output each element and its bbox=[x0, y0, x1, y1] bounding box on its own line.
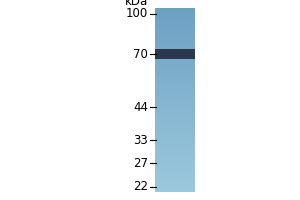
Text: 27: 27 bbox=[133, 157, 148, 170]
Text: kDa: kDa bbox=[125, 0, 148, 8]
Text: 44: 44 bbox=[133, 101, 148, 114]
Text: 70: 70 bbox=[133, 48, 148, 61]
Text: 22: 22 bbox=[133, 180, 148, 193]
Text: 100: 100 bbox=[126, 7, 148, 20]
Text: 33: 33 bbox=[133, 134, 148, 147]
